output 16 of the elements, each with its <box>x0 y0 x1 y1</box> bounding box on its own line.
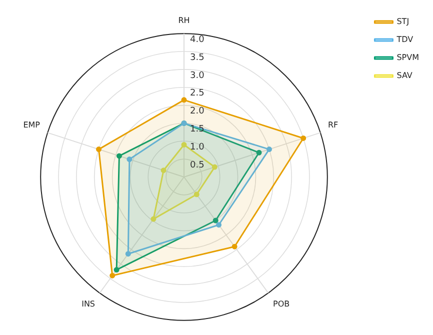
legend-label: SPVM <box>396 53 420 62</box>
legend-label: TDV <box>396 35 414 44</box>
spoke-label: RH <box>178 16 190 25</box>
y-tick-label: 1.0 <box>190 142 205 152</box>
legend-label: SAV <box>396 71 413 80</box>
y-tick-label: 4.0 <box>190 34 205 45</box>
y-tick-label: 3.5 <box>190 52 204 63</box>
legend-label: STJ <box>396 17 410 26</box>
spoke-label: EMP <box>23 120 40 130</box>
y-tick-label: 3.0 <box>190 70 205 81</box>
y-tick-label: 2.5 <box>190 88 204 99</box>
y-tick-label: 0.5 <box>190 160 204 170</box>
spoke-label: INS <box>82 299 96 308</box>
spoke-label: RF <box>328 120 339 130</box>
spoke-label: POB <box>272 299 290 308</box>
y-tick-label: 2.0 <box>190 106 205 117</box>
